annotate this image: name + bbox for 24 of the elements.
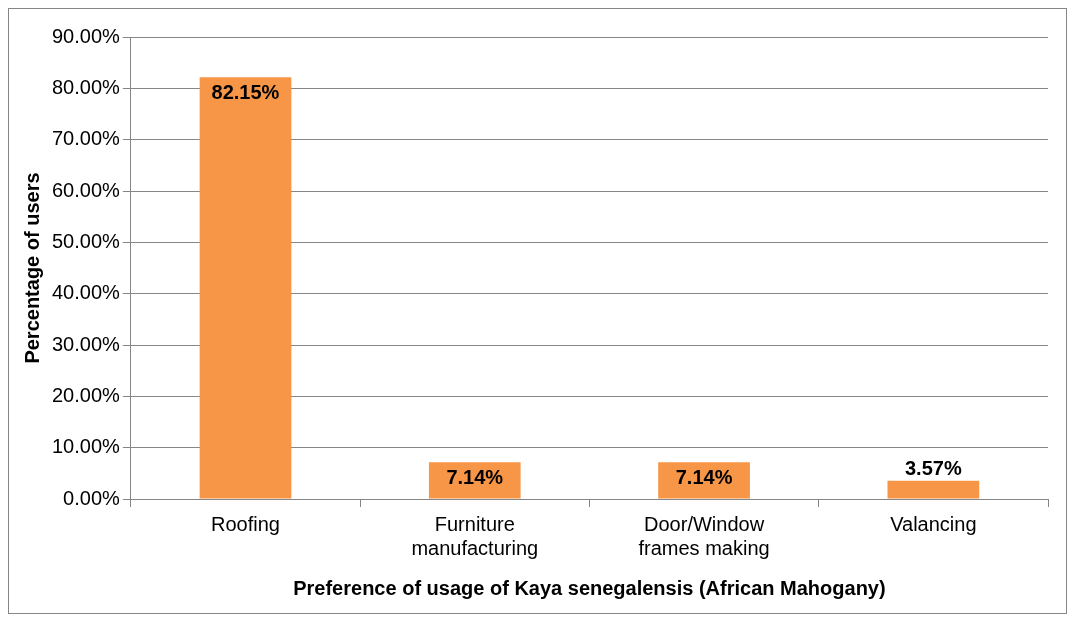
bar <box>887 480 980 499</box>
y-tick-label: 90.00% <box>51 24 121 47</box>
x-tick-label: Door/Window frames making <box>638 512 770 559</box>
y-tick-label: 20.00% <box>51 383 121 406</box>
data-label: 3.57% <box>904 457 962 480</box>
x-axis-title: Preference of usage of Kaya senegalensis (African Mahogany) <box>293 576 886 599</box>
y-tick-label: 50.00% <box>51 229 121 252</box>
x-tick-label: Roofing <box>211 512 280 535</box>
bar <box>658 462 750 499</box>
data-label: 7.14% <box>446 465 504 488</box>
x-tick-label: Valancing <box>890 512 977 535</box>
y-tick-label: 0.00% <box>63 486 121 509</box>
y-axis-title: Percentage of users <box>20 172 43 364</box>
bar <box>199 77 292 499</box>
bar <box>428 462 521 499</box>
y-tick-label: 70.00% <box>51 127 121 150</box>
y-tick-label: 60.00% <box>51 178 121 201</box>
y-tick-label: 30.00% <box>51 332 121 355</box>
data-label: 7.14% <box>675 465 733 488</box>
y-tick-label: 40.00% <box>51 281 121 304</box>
x-tick-label: Furniture manufacturing <box>411 512 539 559</box>
y-tick-label: 10.00% <box>51 435 121 458</box>
data-label: 82.15% <box>211 80 280 103</box>
y-tick-label: 80.00% <box>51 75 121 98</box>
